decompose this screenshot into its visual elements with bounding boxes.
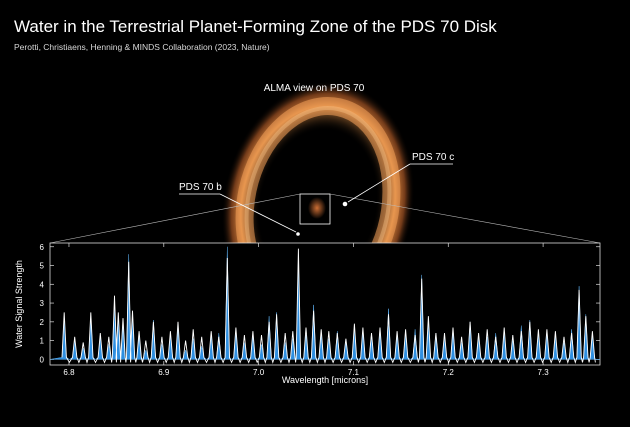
x-tick-label: 6.9 [158,368,170,377]
page-title: Water in the Terrestrial Planet-Forming … [14,17,497,36]
x-tick-label: 7.3 [538,368,550,377]
y-tick-label: 5 [40,262,45,271]
planet-c-label: PDS 70 c [412,152,454,163]
y-tick-label: 2 [40,318,45,327]
image-caption: ALMA view on PDS 70 [264,83,365,94]
zoom-box [299,193,331,225]
planet-b-label: PDS 70 b [179,182,222,193]
y-tick-label: 0 [40,355,45,364]
x-tick-label: 7.2 [443,368,455,377]
y-tick-label: 3 [40,299,45,308]
y-axis-label: Water Signal Strength [14,260,24,348]
planet-c-dot [342,201,348,207]
page-subtitle: Perotti, Christiaens, Henning & MINDS Co… [14,42,270,52]
y-tick-label: 1 [40,337,45,346]
y-tick-label: 6 [40,243,45,252]
plot-frame [49,242,601,366]
spectrum-chart: 0 1 2 3 4 5 6 6.8 6.9 7.0 7.1 7.2 7.3 Wavelength [m… [14,242,601,385]
x-axis-label: Wavelength [microns] [282,375,368,385]
observed-series-line [61,248,596,364]
x-tick-label: 7.1 [348,368,360,377]
x-tick-label: 7.0 [253,368,265,377]
planet-b-dot [296,232,300,236]
y-tick-label: 4 [40,280,45,289]
x-tick-label: 6.8 [63,368,75,377]
